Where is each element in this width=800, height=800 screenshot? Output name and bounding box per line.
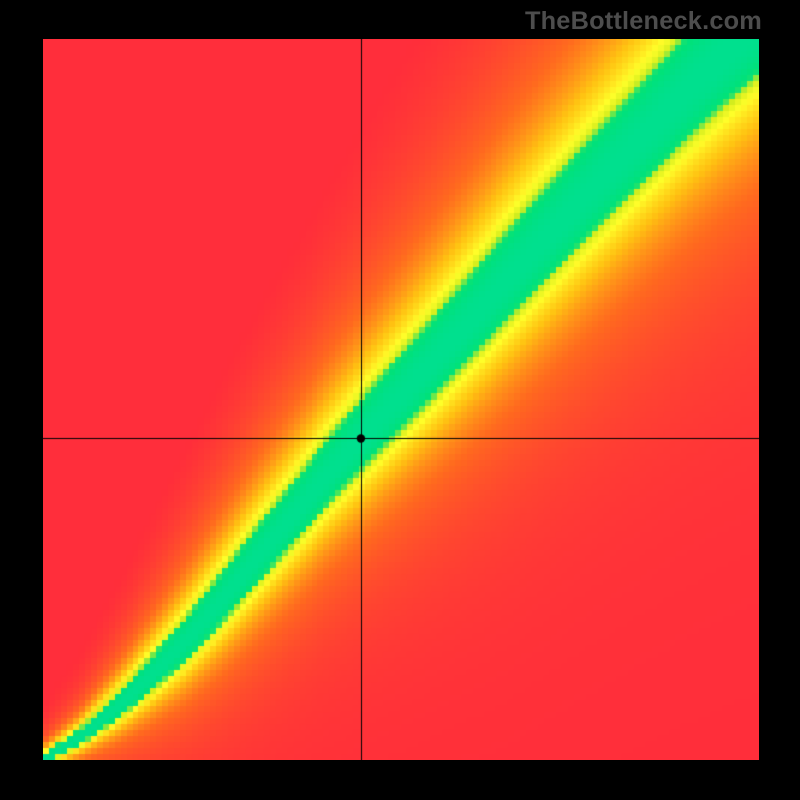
bottleneck-heatmap: [43, 39, 759, 760]
chart-root: TheBottleneck.com: [0, 0, 800, 800]
watermark-text: TheBottleneck.com: [525, 7, 762, 36]
